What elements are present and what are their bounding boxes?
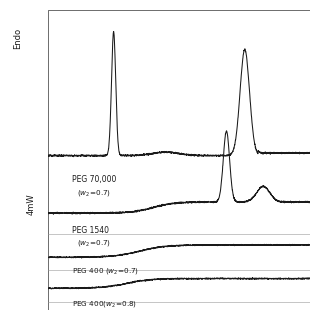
Text: $(w_2\!=\!0.7)$: $(w_2\!=\!0.7)$ <box>77 238 111 248</box>
Text: PEG 400$(w_2\!=\!0.8)$: PEG 400$(w_2\!=\!0.8)$ <box>72 299 137 309</box>
Text: PEG 400 $(w_2\!=\!0.7)$: PEG 400 $(w_2\!=\!0.7)$ <box>72 267 139 276</box>
Text: PEG 1540: PEG 1540 <box>72 226 108 235</box>
Text: Endo: Endo <box>13 28 22 49</box>
Text: PEG 70,000: PEG 70,000 <box>72 175 116 184</box>
Text: 4mW: 4mW <box>27 193 36 215</box>
Text: $(w_2\!=\!0.7)$: $(w_2\!=\!0.7)$ <box>77 188 111 198</box>
